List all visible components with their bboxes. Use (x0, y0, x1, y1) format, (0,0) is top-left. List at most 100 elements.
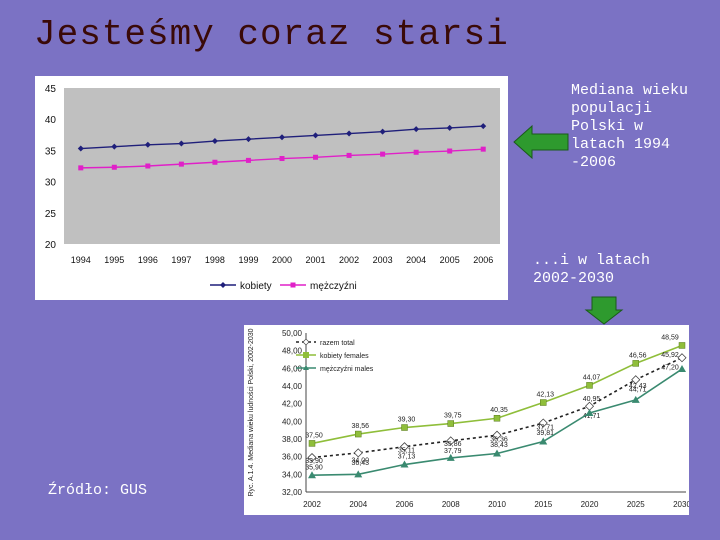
data-point (379, 128, 386, 135)
median-age-chart-2002-2030: 32,00 34,00 36,00 38,00 40,00 42,00 44,00 46,00… (244, 325, 691, 515)
x-tick-label: 1999 (238, 255, 258, 265)
data-label: 34,00 (351, 457, 369, 464)
y-tick-label: 25 (45, 209, 57, 220)
y-tick-label: 20 (45, 240, 57, 251)
data-point (178, 161, 184, 167)
data-label: 35,11 (398, 448, 415, 455)
data-point (279, 134, 285, 141)
chart-description-1994-2006: Mediana wieku populacji Polski w latach … (571, 82, 689, 171)
data-label: 36,43 (351, 460, 369, 467)
data-point (353, 448, 363, 458)
chart-2002-2030-svg: 32,00 34,00 36,00 38,00 40,00 42,00 44,00 46,00… (248, 328, 691, 509)
legend-label: mężczyźni males (320, 366, 374, 373)
y-tick-label: 42,00 (282, 400, 303, 409)
legend-marker (290, 282, 296, 288)
legend-marker (303, 365, 309, 370)
source-note: Źródło: GUS (48, 482, 148, 499)
data-point (631, 395, 640, 403)
data-point (245, 136, 252, 143)
data-label: 42,13 (536, 392, 554, 399)
y-tick-label: 46,00 (282, 364, 303, 373)
data-point (111, 143, 118, 150)
y-tick-label: 48,00 (282, 347, 303, 356)
y-tick-label: 35 (45, 146, 57, 157)
y-tick-label: 40,00 (282, 417, 303, 426)
data-label: 40,35 (490, 407, 508, 414)
chart-1994-2006-svg: 20 25 30 35 40 45 1994 1995 1996 1997 1998 1999 2000… (45, 84, 500, 292)
data-point (539, 437, 548, 445)
x-tick-label: 1998 (205, 255, 225, 265)
data-point (493, 449, 501, 457)
data-label: 47,20 (661, 365, 679, 372)
data-point (211, 138, 218, 145)
data-point (354, 470, 363, 478)
data-label: 35,90 (305, 465, 323, 472)
x-tick-label: 2004 (349, 500, 367, 509)
data-point (678, 365, 686, 373)
data-label: 44,07 (583, 374, 601, 381)
data-point (380, 151, 386, 157)
x-tick-label: 2025 (627, 500, 645, 509)
x-tick-label: 2000 (272, 255, 292, 265)
median-age-chart-1994-2006: 20 25 30 35 40 45 1994 1995 1996 1997 1998 1999 2000… (35, 76, 508, 300)
y-tick-label: 45 (45, 84, 57, 95)
data-label: 38,43 (490, 442, 508, 449)
x-tick-label: 2006 (396, 500, 414, 509)
data-point (245, 157, 251, 163)
data-label: 38,56 (351, 423, 369, 430)
data-label: 46,56 (629, 352, 647, 359)
x-tick-label: 1996 (138, 255, 158, 265)
x-tick-label: 2015 (534, 500, 552, 509)
data-label: 45,92 (661, 352, 679, 359)
data-point (77, 145, 84, 152)
data-label: 41,71 (583, 413, 601, 420)
data-point (413, 149, 419, 155)
chart-description-2002-2030: ...i w latach 2002-2030 (533, 252, 651, 287)
data-point (492, 430, 502, 440)
x-tick-label: 2020 (581, 500, 599, 509)
x-tick-label: 2005 (440, 255, 460, 265)
data-point (585, 408, 594, 416)
data-point (145, 163, 151, 169)
data-point (346, 152, 352, 158)
data-point (413, 126, 420, 133)
x-tick-label: 2003 (373, 255, 393, 265)
data-label: 37,71 (536, 425, 554, 432)
y-tick-label: 34,00 (282, 470, 303, 479)
y-tick-label: 30 (45, 178, 57, 189)
legend-label: kobiety (240, 281, 272, 292)
slide-title: Jesteśmy coraz starsi (34, 14, 509, 55)
legend-label: kobiety females (320, 353, 369, 360)
down-arrow-icon (584, 296, 624, 325)
data-point (111, 164, 117, 170)
legend-label: mężczyźni (310, 281, 357, 292)
data-point (538, 418, 548, 428)
legend-label: razem total (320, 340, 355, 347)
data-label: 37,79 (444, 448, 462, 455)
y-tick-label: 50,00 (282, 329, 303, 338)
legend-marker (220, 282, 226, 288)
data-point (399, 442, 410, 452)
data-point (631, 375, 641, 385)
data-label: 48,59 (661, 334, 679, 341)
x-tick-label: 2004 (406, 255, 426, 265)
x-tick-label: 1997 (171, 255, 191, 265)
data-point (308, 471, 316, 479)
legend-marker (303, 352, 309, 358)
data-point (677, 353, 687, 363)
x-tick-label: 2002 (303, 500, 321, 509)
data-label: 35,86 (444, 441, 462, 448)
data-point (632, 360, 639, 367)
data-point (178, 140, 185, 147)
y-tick-label: 32,00 (282, 488, 303, 497)
data-label: 37,50 (305, 432, 323, 439)
data-label: 42,43 (629, 383, 647, 390)
data-point (355, 430, 362, 438)
data-point (493, 414, 501, 422)
data-point (308, 440, 316, 447)
data-point (446, 453, 455, 461)
legend-marker (302, 338, 310, 346)
data-label: 39,75 (444, 413, 462, 420)
data-point (400, 460, 409, 468)
x-tick-label: 2002 (339, 255, 359, 265)
